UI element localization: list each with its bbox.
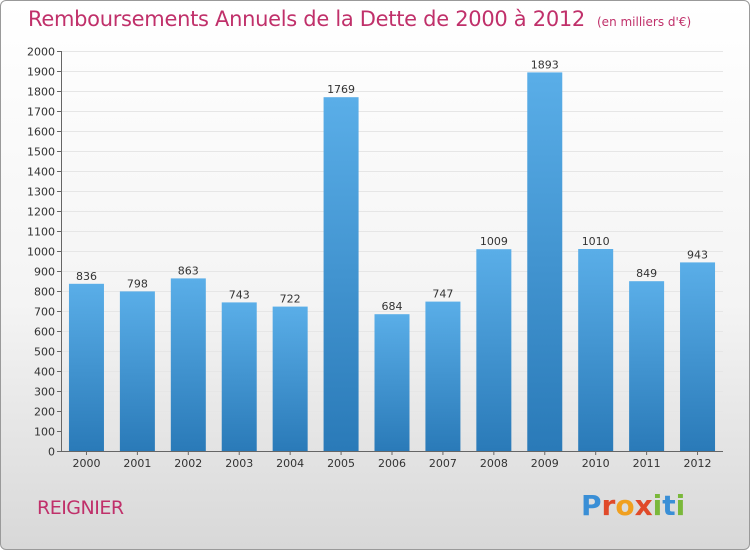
- bar-2009: [527, 72, 563, 452]
- logo-letter: t: [662, 489, 676, 522]
- data-label-2005: 1769: [327, 83, 355, 96]
- axes: 0 100 200 300 400 500 600 700 800 900 1000 1100 1200…: [27, 46, 723, 470]
- logo-letter: i: [652, 489, 663, 522]
- bar-2003: [221, 302, 257, 451]
- y-tick-label: 1000: [27, 246, 55, 259]
- y-tick-label: 1500: [27, 146, 55, 159]
- logo-letter: o: [615, 489, 635, 522]
- y-tick-label: 1600: [27, 126, 55, 139]
- data-label-2000: 836: [76, 270, 97, 283]
- chart-title: Remboursements Annuels de la Dette de 20…: [28, 7, 585, 31]
- x-tick-label-2012: 2012: [684, 457, 712, 470]
- proxiti-logo: Proxiti: [581, 489, 685, 522]
- x-tick-label-2001: 2001: [123, 457, 151, 470]
- y-tick-label: 1700: [27, 106, 55, 119]
- bar-2002: [170, 278, 206, 451]
- logo-letter: P: [581, 489, 602, 522]
- bar-2007: [425, 301, 461, 451]
- data-label-2006: 684: [382, 300, 403, 313]
- x-tick-label-2011: 2011: [633, 457, 661, 470]
- bar-2011: [629, 281, 665, 451]
- y-tick-label: 200: [34, 406, 55, 419]
- bar-2008: [476, 249, 512, 451]
- data-label-2012: 943: [687, 248, 708, 261]
- y-tick-label: 100: [34, 426, 55, 439]
- bar-2001: [119, 291, 155, 451]
- y-tick-label: 400: [34, 366, 55, 379]
- x-tick-label-2003: 2003: [225, 457, 253, 470]
- data-label-2003: 743: [229, 288, 250, 301]
- logo-letter: i: [675, 489, 686, 522]
- bar-2000: [68, 283, 104, 451]
- data-label-2009: 1893: [531, 58, 559, 71]
- bar-2005: [323, 97, 359, 451]
- y-tick-label: 1100: [27, 226, 55, 239]
- chart-subtitle: (en milliers d'€): [597, 15, 692, 29]
- data-label-2011: 849: [636, 267, 657, 280]
- y-tick-label: 800: [34, 286, 55, 299]
- x-tick-label-2008: 2008: [480, 457, 508, 470]
- logo-letter: r: [601, 489, 616, 522]
- y-tick-label: 1200: [27, 206, 55, 219]
- x-tick-label-2009: 2009: [531, 457, 559, 470]
- x-tick-label-2010: 2010: [582, 457, 610, 470]
- chart-title-line: Remboursements Annuels de la Dette de 20…: [28, 7, 691, 31]
- data-label-2007: 747: [432, 288, 453, 301]
- data-label-2008: 1009: [480, 235, 508, 248]
- commune-name: REIGNIER: [37, 497, 124, 519]
- y-tick-label: 1900: [27, 66, 55, 79]
- data-label-2002: 863: [178, 264, 199, 277]
- data-label-2004: 722: [280, 293, 301, 306]
- x-tick-label-2000: 2000: [72, 457, 100, 470]
- y-tick-label: 300: [34, 386, 55, 399]
- y-tick-label: 500: [34, 346, 55, 359]
- y-tick-label: 900: [34, 266, 55, 279]
- bar-2004: [272, 306, 308, 451]
- y-tick-label: 600: [34, 326, 55, 339]
- x-tick-label-2002: 2002: [174, 457, 202, 470]
- y-tick-label: 1300: [27, 186, 55, 199]
- x-tick-label-2004: 2004: [276, 457, 304, 470]
- y-tick-label: 0: [48, 446, 55, 459]
- data-label-2010: 1010: [582, 235, 610, 248]
- x-tick-label-2005: 2005: [327, 457, 355, 470]
- bar-2006: [374, 314, 410, 451]
- y-tick-label: 1800: [27, 86, 55, 99]
- y-tick-label: 2000: [27, 46, 55, 59]
- logo-letter: x: [634, 489, 653, 522]
- bars: 836 798 863 743 722 1769 684 747 1009 1893 1010 849…: [68, 58, 716, 452]
- y-tick-label: 700: [34, 306, 55, 319]
- bar-2012: [680, 262, 716, 451]
- x-tick-label-2006: 2006: [378, 457, 406, 470]
- data-label-2001: 798: [127, 277, 148, 290]
- x-tick-label-2007: 2007: [429, 457, 457, 470]
- bar-2010: [578, 249, 614, 451]
- y-tick-label: 1400: [27, 166, 55, 179]
